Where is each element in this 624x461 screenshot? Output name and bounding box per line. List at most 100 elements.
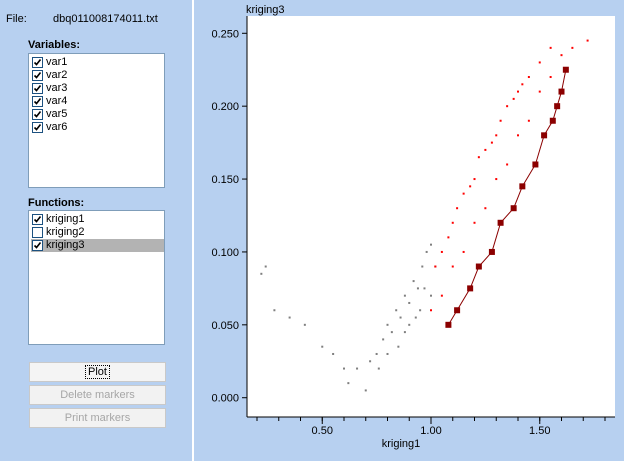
panel-divider [192,0,194,461]
data-point [408,301,411,304]
variable-item-label: var3 [46,82,68,94]
data-point [321,345,324,348]
data-point [462,192,465,195]
variable-checkbox[interactable] [32,83,43,94]
function-checkbox[interactable] [32,214,43,225]
data-point [430,294,432,297]
data-point [451,265,454,268]
variable-item-var5[interactable]: var5 [31,108,164,121]
data-point [451,221,454,224]
data-point [484,148,487,151]
data-point [532,161,539,168]
function-item-kriging2[interactable]: kriging2 [31,226,164,239]
function-item-kriging1[interactable]: kriging1 [31,213,164,226]
data-point [490,141,493,144]
function-checkbox[interactable] [32,227,43,238]
data-point [484,207,487,210]
plot-button-label: Plot [85,365,110,379]
data-point [477,156,480,159]
variables-list[interactable]: var1 var2 var3 var4 var5 var6 [28,53,165,188]
variable-checkbox[interactable] [32,96,43,107]
variable-item-var6[interactable]: var6 [31,121,164,134]
functions-list[interactable]: kriging1 kriging2 kriging3 [28,210,165,345]
x-tick-label: 1.00 [420,425,441,437]
variable-checkbox[interactable] [32,70,43,81]
chart-title: kriging3 [246,4,285,16]
data-point [332,352,335,355]
data-point [414,316,417,319]
variable-item-var3[interactable]: var3 [31,82,164,95]
data-point [445,321,452,328]
data-point [347,382,350,385]
y-tick-label: 0.200 [211,101,239,113]
series-2-line [447,69,567,326]
function-item-label: kriging2 [46,226,85,238]
variable-item-var1[interactable]: var1 [31,56,164,69]
data-point [382,338,385,341]
data-point [512,97,515,100]
function-item-label: kriging1 [46,213,85,225]
data-point [419,309,422,312]
data-point [408,323,411,326]
data-point [541,132,548,139]
function-item-kriging3[interactable]: kriging3 [31,239,164,252]
data-point [421,265,424,268]
data-point [425,250,428,253]
data-point [538,90,541,93]
variable-item-var2[interactable]: var2 [31,69,164,82]
data-point [395,309,398,312]
print-markers-button[interactable]: Print markers [29,408,166,428]
x-tick-label: 1.50 [529,425,550,437]
y-tick-label: 0.000 [211,393,239,405]
x-tick-label: 0.50 [312,425,333,437]
variable-item-var4[interactable]: var4 [31,95,164,108]
y-tick-label: 0.250 [211,28,239,40]
data-point [288,316,291,319]
y-tick-label: 0.050 [211,320,239,332]
data-point [403,294,406,297]
variable-checkbox[interactable] [32,109,43,120]
data-point [260,272,263,275]
data-point [469,185,472,188]
x-axis-label: kriging1 [382,438,421,450]
data-point [412,280,415,283]
data-point [467,285,474,292]
data-point [538,61,541,64]
variables-title: Variables: [28,39,80,51]
data-point [423,287,426,290]
data-point [549,76,552,79]
data-point [386,323,389,326]
data-point [554,103,561,110]
data-point [499,119,502,122]
function-item-label: kriging3 [46,239,85,251]
data-point [386,352,389,355]
y-tick-label: 0.150 [211,174,239,186]
data-point [273,309,276,312]
data-point [440,250,443,253]
data-point [488,248,495,255]
plot-area[interactable] [247,16,615,417]
variable-checkbox[interactable] [32,122,43,133]
data-point [506,105,509,108]
data-point [549,46,552,49]
data-point [456,207,459,210]
data-point [495,178,498,181]
data-point [519,183,526,190]
functions-title: Functions: [28,197,85,209]
data-point [571,46,574,49]
data-point [521,83,524,86]
data-point [377,367,380,370]
data-point [517,90,519,93]
variable-checkbox[interactable] [32,57,43,68]
delete-markers-button[interactable]: Delete markers [29,385,166,405]
data-point [356,367,359,370]
variable-item-label: var2 [46,69,68,81]
variable-item-label: var5 [46,108,68,120]
function-checkbox[interactable] [32,240,43,251]
data-point [434,265,437,268]
file-name: dbq011008174011.txt [53,13,158,25]
data-point [403,331,406,334]
data-point [586,39,589,42]
plot-button[interactable]: Plot [29,362,166,382]
